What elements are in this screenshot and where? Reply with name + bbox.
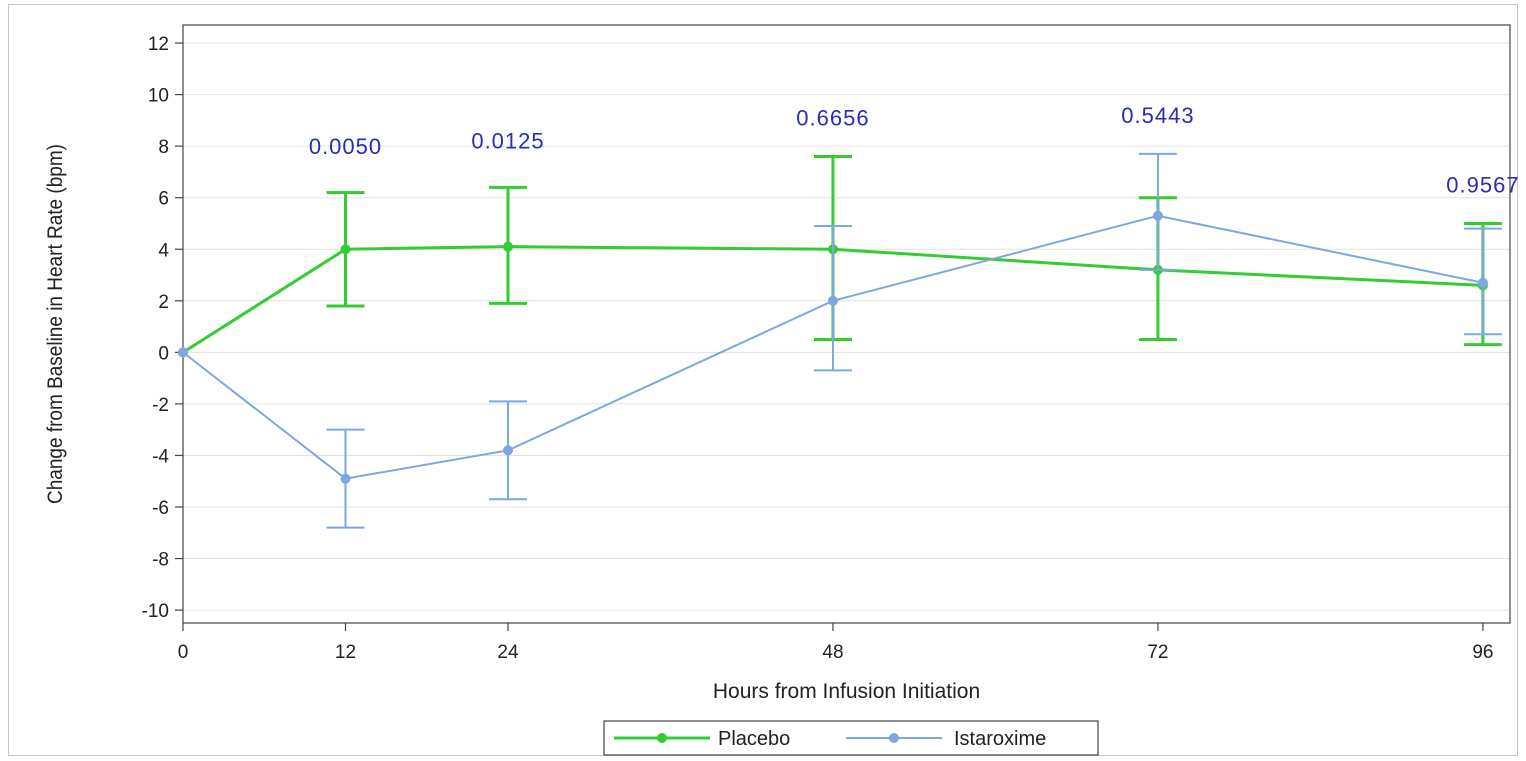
series-group xyxy=(178,154,1502,528)
data-point xyxy=(503,242,513,252)
y-axis: 12 10 8 6 4 2 0 -2 -4 -6 -8 -10 xyxy=(142,34,183,622)
y-tick-label: 4 xyxy=(158,240,169,261)
x-tick-label: 48 xyxy=(822,642,843,663)
p-value-label: 0.6656 xyxy=(796,106,869,131)
y-tick-label: 2 xyxy=(158,292,169,313)
data-point xyxy=(340,244,350,254)
data-point xyxy=(340,474,350,484)
legend: Placebo Istaroxime xyxy=(604,721,1098,755)
p-value-label: 0.0125 xyxy=(471,129,544,154)
legend-marker-placebo xyxy=(657,733,667,743)
data-point xyxy=(1478,278,1488,288)
x-tick-label: 12 xyxy=(335,642,356,663)
x-axis-title: Hours from Infusion Initiation xyxy=(713,680,980,703)
legend-label-istaroxime: Istaroxime xyxy=(954,728,1046,750)
p-value-label: 0.0050 xyxy=(309,134,382,159)
legend-label-placebo: Placebo xyxy=(718,728,790,750)
y-tick-label: 6 xyxy=(158,189,169,210)
p-value-annotations: 0.0050 0.0125 0.6656 0.5443 0.9567 xyxy=(309,103,1520,198)
p-value-label: 0.5443 xyxy=(1121,103,1194,128)
data-point xyxy=(828,296,838,306)
data-point xyxy=(503,445,513,455)
x-tick-label: 24 xyxy=(497,642,519,663)
p-value-label: 0.9567 xyxy=(1446,173,1519,198)
x-tick-label: 0 xyxy=(178,642,189,663)
y-tick-label: 8 xyxy=(158,137,169,158)
legend-marker-istaroxime xyxy=(889,733,899,743)
y-tick-label: -8 xyxy=(152,550,169,571)
y-axis-title: Change from Baseline in Heart Rate (bpm) xyxy=(44,144,67,504)
x-tick-label: 96 xyxy=(1472,642,1493,663)
data-point xyxy=(178,347,188,357)
y-tick-label: 12 xyxy=(148,34,169,55)
y-tick-label: -2 xyxy=(152,395,169,416)
y-tick-label: 10 xyxy=(148,86,169,107)
series-placebo xyxy=(178,156,1502,357)
x-axis: 0 12 24 48 72 96 xyxy=(178,623,1494,663)
y-tick-label: -6 xyxy=(152,498,169,519)
y-tick-label: -4 xyxy=(152,446,169,467)
y-tick-label: 0 xyxy=(158,343,169,364)
y-tick-label: -10 xyxy=(142,601,169,622)
data-point xyxy=(1153,211,1163,221)
x-tick-label: 72 xyxy=(1147,642,1168,663)
